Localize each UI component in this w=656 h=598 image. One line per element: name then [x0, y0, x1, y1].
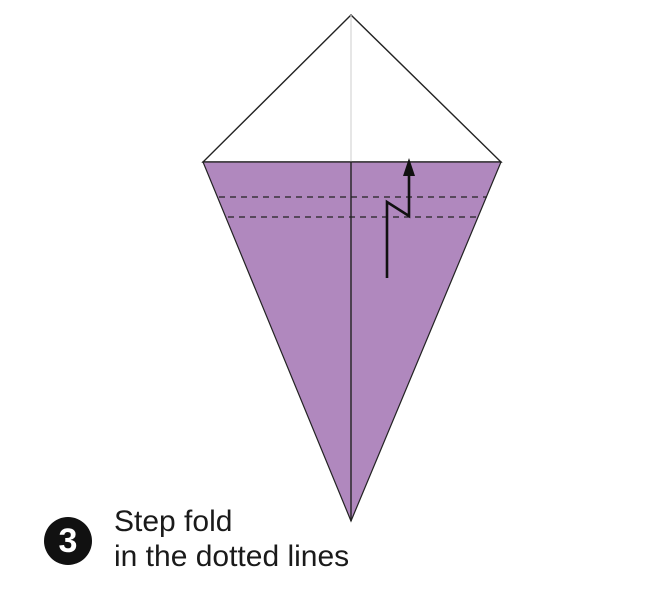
- step-number-badge: 3: [44, 517, 92, 565]
- caption-line-1: Step fold: [114, 505, 233, 538]
- step-caption: Step fold in the dotted lines: [114, 504, 349, 574]
- colored-paper-body: [202, 161, 502, 523]
- top-flap: [201, 14, 503, 163]
- zigzag-arrow-up-icon: [385, 158, 415, 278]
- caption-line-2: in the dotted lines: [114, 540, 350, 573]
